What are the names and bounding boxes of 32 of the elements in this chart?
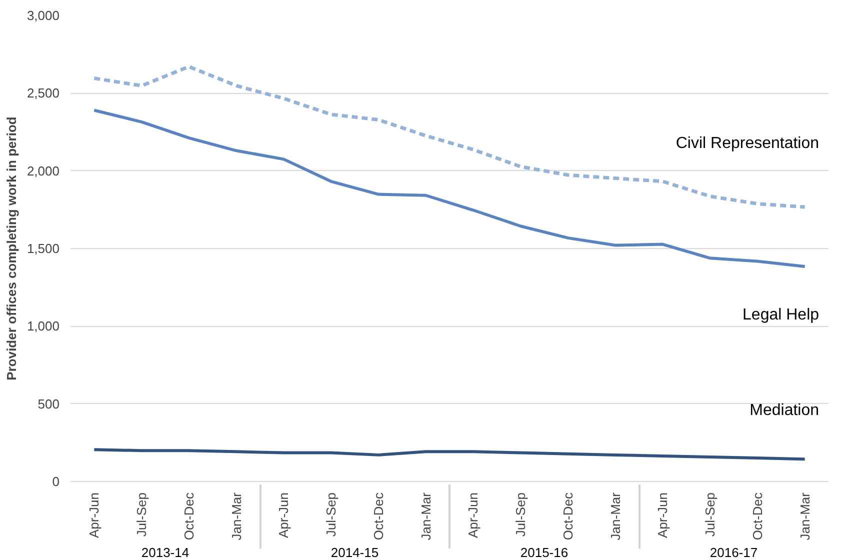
y-tick-label: 1,500 [26,241,60,256]
x-tick-label: Jan-Mar [228,492,244,540]
x-tick-label: Oct-Dec [181,492,196,540]
x-tick-label: Jul-Sep [134,492,150,537]
y-tick-label: 500 [38,396,60,412]
text: 2014-15 [330,545,379,560]
x-tick-label: Jan-Mar [797,492,812,540]
series-label: Civil Representation [676,135,820,152]
x-tick-label: Oct-Dec [370,492,386,540]
x-tick-label: Apr-Jun [276,492,292,538]
x-tick-label: Jul-Sep [702,492,718,537]
y-tick-label: 2,000 [26,163,60,178]
text: 2013-14 [141,545,190,560]
y-tick-label: 2,500 [26,86,60,101]
text: 2016-17 [710,545,758,560]
y-tick-label: 3,000 [26,8,60,23]
x-tick-label: Apr-Jun [655,492,670,538]
x-tick-label: Apr-Jun [86,492,102,538]
x-tick-label: Jan-Mar [608,492,623,540]
x-tick-label: Jul-Sep [324,492,339,537]
x-tick-label: Apr-Jun [466,492,481,538]
x-tick-label: Jul-Sep [513,492,528,537]
x-tick-label: Oct-Dec [750,492,765,540]
y-tick-label: 0 [52,474,60,489]
x-tick-label: Jan-Mar [418,492,434,540]
y-axis-title: Provider offices completing work in period [4,116,19,380]
line-series [92,448,806,461]
y-tick-label: 1,000 [26,318,60,334]
text: Legal Help [742,306,820,324]
text: Mediation [750,402,820,420]
x-tick-label: Oct-Dec [560,492,576,540]
text: 2015-16 [520,545,568,560]
